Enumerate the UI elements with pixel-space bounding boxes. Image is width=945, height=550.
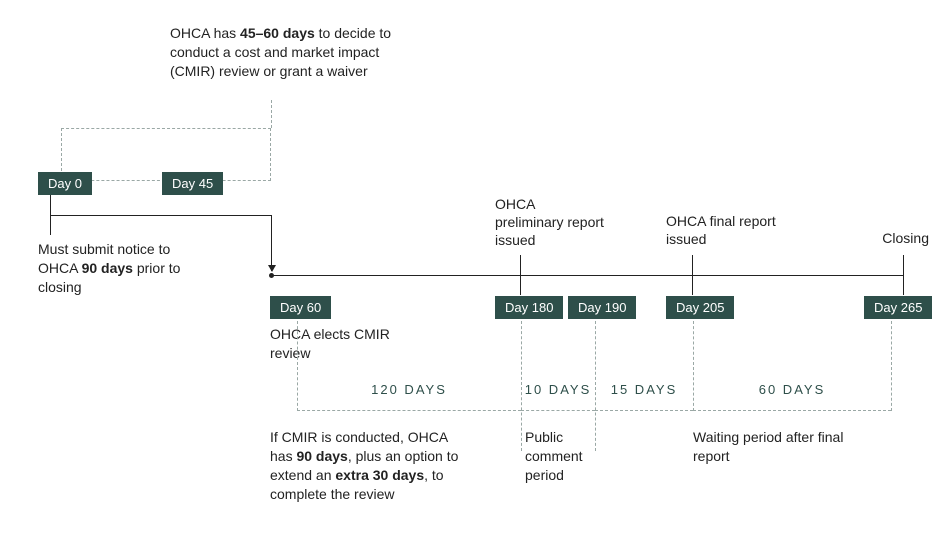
period-10: 10 DAYS [516,382,600,397]
sep-day265 [891,321,892,411]
axis-start-dot [269,273,274,278]
cmir-note-b1: 90 days [296,448,347,464]
axis-main [271,275,903,276]
chip-day-265: Day 265 [864,296,932,319]
arrow-to-day60 [271,215,272,271]
period-120: 120 DAYS [297,382,521,397]
bracket-10 [521,410,595,411]
bracket-120 [297,410,521,411]
chip-day-60: Day 60 [270,296,331,319]
label-preliminary: OHCA preliminary report issued [495,195,605,250]
sep-day205 [693,321,694,411]
bracket-60 [693,410,891,411]
sep-day60 [297,321,298,411]
label-closing: Closing [859,229,929,247]
tick-day-0 [50,195,51,235]
chip-day-190: Day 190 [568,296,636,319]
tick-day-265 [903,255,904,295]
period-60: 60 DAYS [693,382,891,397]
label-final: OHCA final report issued [666,212,786,248]
chip-day-45: Day 45 [162,172,223,195]
submit-note: Must submit notice to OHCA 90 days prior… [38,240,188,297]
top-note-pre: OHCA has [170,25,240,41]
submit-note-bold: 90 days [82,260,133,276]
cmir-note-b2: extra 30 days [335,467,424,483]
top-note-connector [271,100,272,128]
bracket-15 [595,410,693,411]
tick-day-205 [692,255,693,295]
waiting-note: Waiting period after final report [693,428,853,466]
axis-top [50,215,271,216]
public-comment-note: Public comment period [525,428,615,485]
label-elects: OHCA elects CMIR review [270,325,390,363]
chip-day-205: Day 205 [666,296,734,319]
cmir-note: If CMIR is conducted, OHCA has 90 days, … [270,428,465,504]
chip-day-0: Day 0 [38,172,92,195]
period-15: 15 DAYS [595,382,693,397]
top-note: OHCA has 45–60 days to decide to conduct… [170,24,400,81]
timeline-diagram: OHCA has 45–60 days to decide to conduct… [0,0,945,550]
tick-day-180 [520,255,521,295]
chip-day-180: Day 180 [495,296,563,319]
top-note-bold: 45–60 days [240,25,315,41]
